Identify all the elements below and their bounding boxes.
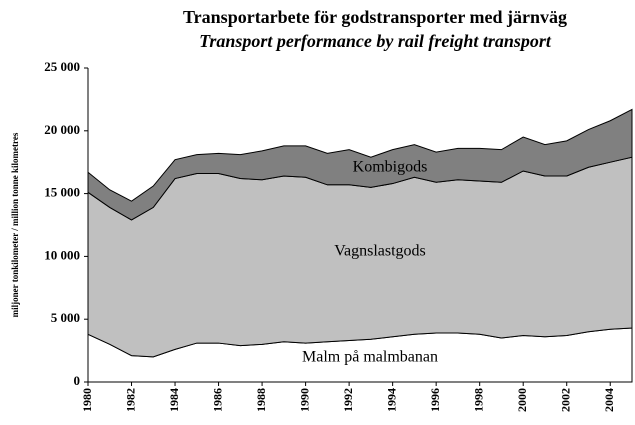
x-tick-label: 1990	[297, 388, 311, 412]
x-tick-label: 1984	[167, 388, 181, 412]
x-tick-label: 1992	[341, 388, 355, 412]
y-tick-label: 10 000	[44, 247, 80, 262]
area	[87, 108, 633, 221]
x-tick-label: 1986	[210, 388, 224, 412]
series-label: Kombigods	[353, 159, 428, 176]
y-tick-label: 0	[74, 373, 81, 388]
x-tick-label: 1982	[123, 388, 137, 412]
x-tick-label: 1998	[471, 388, 485, 412]
x-tick-label: 1996	[428, 388, 442, 412]
x-tick-label: 2002	[558, 388, 572, 412]
chart-title: Transportarbete för godstransporter med …	[183, 7, 567, 27]
series-label: Malm på malmbanan	[302, 349, 438, 366]
y-tick-label: 25 000	[44, 59, 80, 74]
y-tick-label: 20 000	[44, 122, 80, 137]
series-label: Vagnslastgods	[334, 243, 426, 260]
chart-subtitle: Transport performance by rail freight tr…	[199, 31, 552, 51]
x-tick-label: 2000	[515, 388, 529, 412]
x-tick-label: 1988	[254, 388, 268, 412]
y-tick-label: 5 000	[51, 310, 80, 325]
x-tick-label: 1980	[80, 388, 94, 412]
x-tick-label: 1994	[384, 388, 398, 412]
x-tick-label: 2004	[602, 388, 616, 412]
y-axis-label: miljoner tonkilometer / million tonne ki…	[10, 132, 20, 317]
y-tick-label: 15 000	[44, 185, 80, 200]
